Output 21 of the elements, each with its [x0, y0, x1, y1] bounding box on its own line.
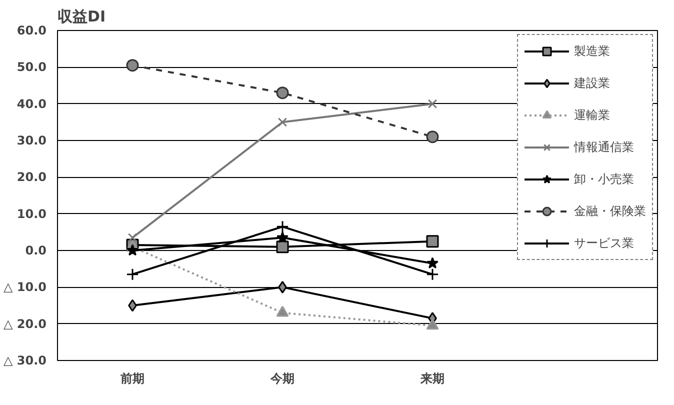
y-tick-label: 50.0	[16, 60, 46, 74]
y-tick-label: 0.0	[25, 244, 47, 258]
legend-label: 運輸業	[574, 106, 610, 124]
legend-label: 卸・小売業	[574, 170, 634, 188]
y-tick-label: △ 10.0	[3, 280, 46, 294]
y-tick-label: △ 20.0	[3, 316, 46, 331]
x-tick-label: 来期	[420, 372, 444, 386]
legend-label: 建設業	[574, 74, 610, 92]
x-tick-label: 今期	[270, 372, 294, 386]
y-tick-label: 60.0	[16, 24, 46, 38]
x-tick-label: 前期	[120, 372, 144, 386]
legend-label: 製造業	[574, 42, 610, 60]
chart-title: 収益DI	[58, 8, 106, 26]
y-tick-label: 10.0	[16, 206, 46, 221]
legend-label: 金融・保険業	[574, 202, 646, 220]
y-tick-label: △ 30.0	[3, 354, 46, 368]
y-tick-label: 40.0	[16, 96, 46, 111]
legend-label: 情報通信業	[574, 138, 634, 156]
y-tick-label: 30.0	[16, 134, 46, 148]
y-tick-label: 20.0	[16, 170, 46, 184]
legend-label: サービス業	[574, 234, 634, 252]
